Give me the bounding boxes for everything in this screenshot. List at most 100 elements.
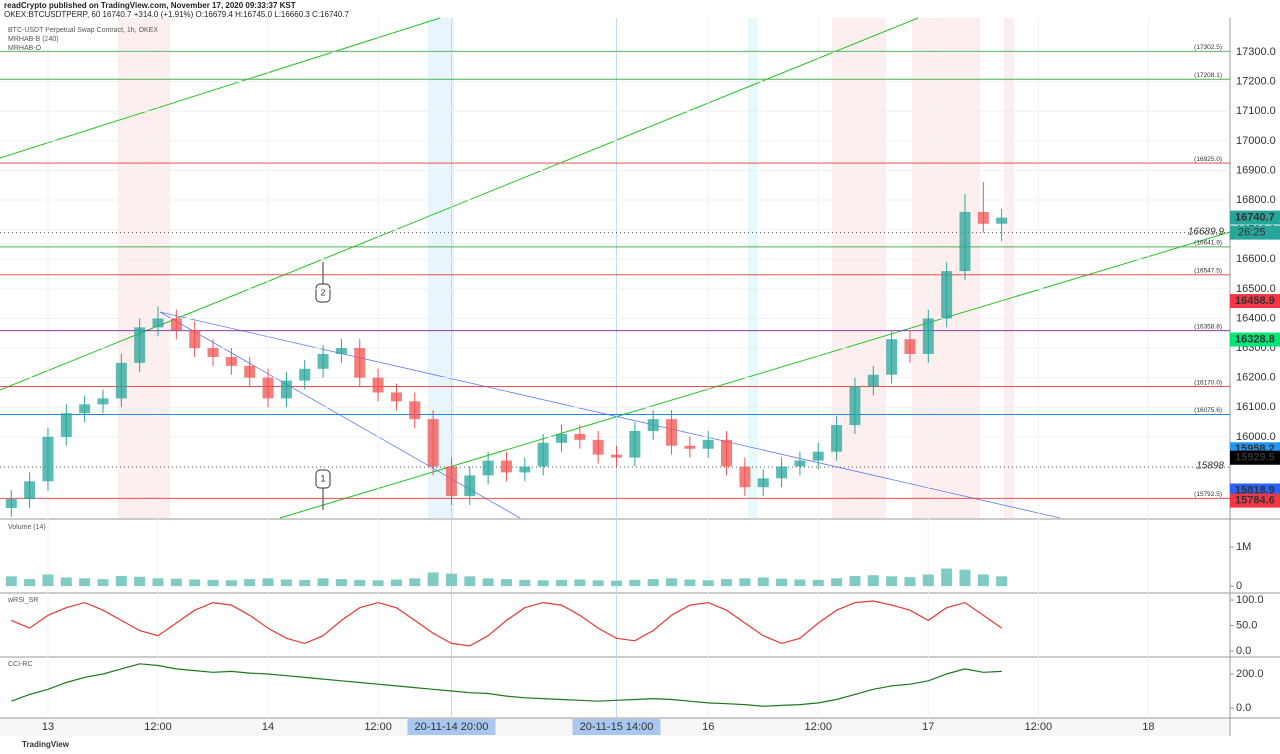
y-tick-label: 17100.0 bbox=[1236, 105, 1276, 117]
price-tag-bg bbox=[1230, 294, 1280, 309]
pane-title: Volume (14) bbox=[8, 524, 46, 531]
price-tag-bg bbox=[1230, 450, 1280, 465]
trend-line bbox=[279, 231, 1231, 519]
candle-body bbox=[812, 451, 824, 461]
callout-text: 2 bbox=[320, 287, 325, 297]
x-tick-label: 16 bbox=[702, 721, 714, 733]
candle-body bbox=[537, 442, 549, 467]
x-tick-label: 13 bbox=[42, 721, 54, 733]
volume-bar bbox=[702, 580, 714, 587]
candle-body bbox=[482, 460, 494, 476]
volume-bar bbox=[500, 579, 512, 587]
volume-bar bbox=[244, 579, 256, 587]
indicator-label: MRHAB-B (240) bbox=[8, 36, 59, 43]
candle-body bbox=[831, 425, 843, 452]
volume-bar bbox=[574, 579, 586, 587]
volume-bar bbox=[79, 578, 91, 587]
candle-body bbox=[409, 401, 421, 420]
candle-body bbox=[757, 478, 769, 488]
volume-bar bbox=[996, 576, 1008, 587]
volume-bar bbox=[739, 578, 751, 587]
candle-body bbox=[922, 318, 934, 354]
price-tag: 15818.9 bbox=[1235, 484, 1275, 496]
volume-bar bbox=[684, 579, 696, 587]
candle-body bbox=[867, 374, 879, 387]
volume-bar bbox=[592, 580, 604, 587]
candle-body bbox=[647, 419, 659, 431]
candle-body bbox=[427, 419, 439, 467]
volume-bar bbox=[280, 579, 292, 587]
volume-bar bbox=[794, 579, 806, 587]
crosshair-label-bg bbox=[572, 719, 661, 735]
candle-body bbox=[666, 419, 678, 446]
volume-bar bbox=[5, 576, 17, 587]
candle-body bbox=[42, 436, 54, 482]
pane-title: BTC-USDT Perpetual Swap Contract, 1h, OK… bbox=[8, 27, 158, 34]
volume-bar bbox=[537, 580, 549, 587]
candle-body bbox=[225, 356, 237, 366]
candle-body bbox=[776, 466, 788, 479]
candle-body bbox=[592, 439, 604, 455]
volume-bar bbox=[629, 579, 641, 587]
price-tag-bg bbox=[1230, 210, 1280, 225]
candle-body bbox=[24, 481, 36, 500]
volume-bar bbox=[299, 579, 311, 587]
crosshair-label: 20-11-15 14:00 bbox=[580, 721, 654, 733]
candle-body bbox=[574, 433, 586, 440]
volume-bar bbox=[262, 578, 274, 587]
candle-body bbox=[629, 430, 641, 458]
volume-bar bbox=[757, 577, 769, 587]
candle-body bbox=[262, 377, 274, 399]
y-tick-label: 16800.0 bbox=[1236, 194, 1276, 206]
x-tick-label: 14 bbox=[262, 721, 274, 733]
countdown-bg bbox=[1230, 225, 1280, 240]
y-tick-label: 17300.0 bbox=[1236, 46, 1276, 58]
volume-bar bbox=[776, 578, 788, 587]
price-tag: 16328.8 bbox=[1235, 333, 1275, 345]
candle-body bbox=[354, 348, 366, 378]
candle-body bbox=[134, 327, 146, 363]
volume-bar bbox=[611, 580, 623, 587]
candle-body bbox=[996, 217, 1008, 224]
volume-bar bbox=[372, 580, 384, 587]
shade bbox=[748, 18, 758, 518]
level-label: (16641.9) bbox=[1194, 240, 1222, 247]
candle-body bbox=[299, 368, 311, 381]
volume-bar bbox=[225, 580, 237, 587]
indicator-line bbox=[11, 600, 1003, 647]
level-label: (16170.0) bbox=[1194, 379, 1222, 386]
y-tick-label: 0.0 bbox=[1236, 702, 1251, 714]
volume-bar bbox=[97, 579, 109, 587]
volume-bar bbox=[354, 579, 366, 587]
candle-body bbox=[794, 460, 806, 467]
price-tag: 16458.9 bbox=[1235, 295, 1275, 307]
candle-body bbox=[372, 377, 384, 393]
callout-text: 1 bbox=[320, 473, 325, 483]
crosshair-label-bg bbox=[407, 719, 496, 735]
y-tick-label: 16200.0 bbox=[1236, 372, 1276, 384]
candle-body bbox=[702, 439, 714, 449]
candle-body bbox=[390, 392, 402, 402]
level-label: (17208.1) bbox=[1194, 72, 1222, 79]
candle-body bbox=[941, 271, 953, 319]
countdown: 26:25 bbox=[1238, 227, 1266, 239]
y-tick-label: 16400.0 bbox=[1236, 312, 1276, 324]
price-tag: 16740.7 bbox=[1235, 212, 1275, 224]
price-tag-bg bbox=[1230, 493, 1280, 508]
dotted-line-label: 16689.9 bbox=[1188, 226, 1225, 237]
volume-bar bbox=[666, 578, 678, 587]
x-tick-label: 12:00 bbox=[364, 721, 392, 733]
volume-bar bbox=[134, 576, 146, 587]
trend-lines bbox=[0, 17, 1231, 519]
x-tick-label: 12:00 bbox=[1025, 721, 1053, 733]
y-tick-label: 1M bbox=[1236, 541, 1251, 553]
callout-box bbox=[315, 469, 331, 489]
candle-body bbox=[500, 460, 512, 473]
level-label: (17302.5) bbox=[1194, 44, 1222, 51]
volume-bar bbox=[464, 576, 476, 587]
candle-body bbox=[207, 348, 219, 357]
level-label: (15792.5) bbox=[1194, 491, 1222, 498]
y-tick-label: 17200.0 bbox=[1236, 76, 1276, 88]
volume-bar bbox=[317, 578, 329, 587]
volume-bar bbox=[335, 579, 347, 587]
